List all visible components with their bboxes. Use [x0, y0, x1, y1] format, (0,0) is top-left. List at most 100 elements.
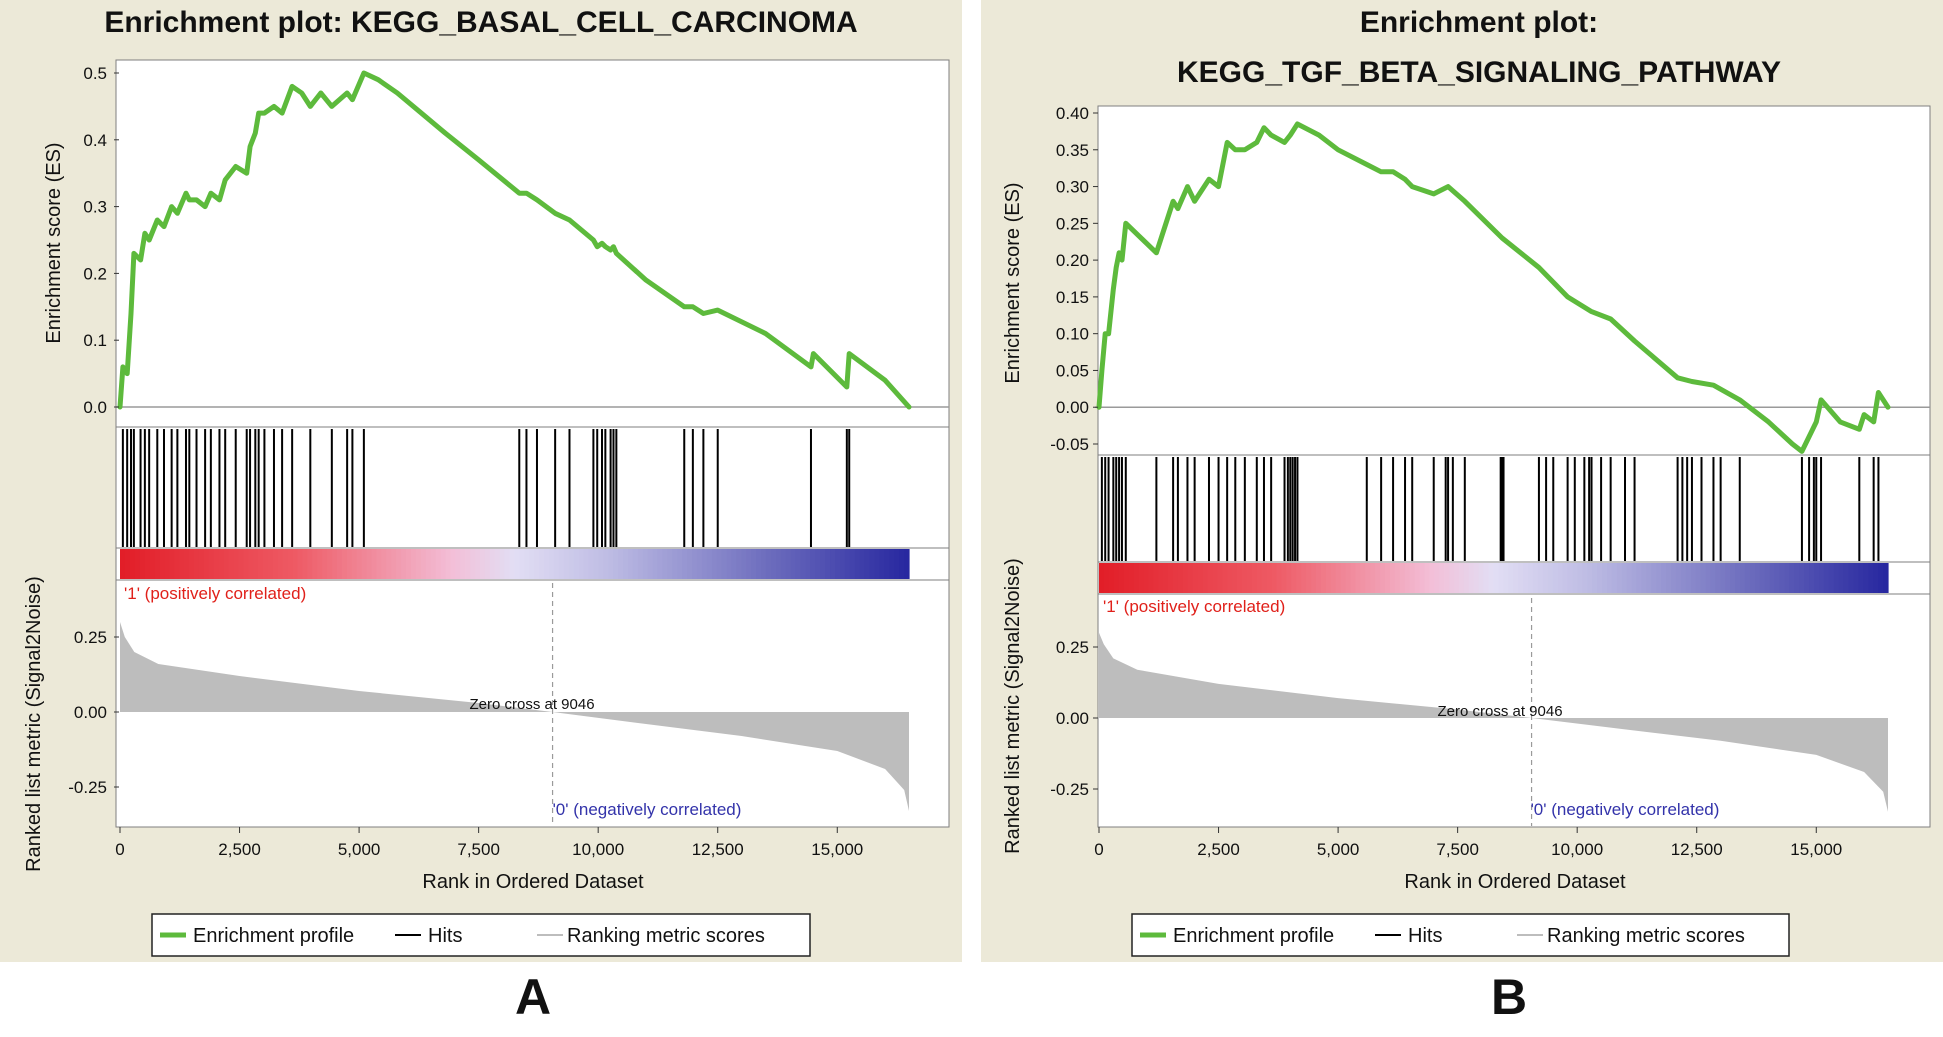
es-tick-label: 0.5: [83, 64, 107, 83]
heatmap-cell: [692, 549, 698, 579]
heatmap-cell: [317, 549, 323, 579]
heatmap-cell: [1207, 563, 1214, 593]
heatmap-cell: [494, 549, 501, 579]
heatmap-cell: [1740, 563, 1746, 593]
heatmap-cell: [1168, 563, 1174, 593]
x-tick-label: 5,000: [338, 840, 381, 859]
heatmap-cell: [1434, 563, 1440, 593]
heatmap-cell: [356, 549, 363, 579]
heatmap-cell: [1572, 563, 1578, 593]
heatmap-cell: [1848, 563, 1855, 593]
heatmap-cell: [1385, 563, 1391, 593]
heatmap-cell: [455, 549, 461, 579]
x-tick-label: 2,500: [218, 840, 261, 859]
heatmap-cell: [1754, 563, 1761, 593]
metric-area: [1099, 632, 1888, 812]
heatmap-cell: [1315, 563, 1322, 593]
metric-area: [120, 622, 909, 811]
heatmap-cell: [1759, 563, 1766, 593]
enrichment-profile: [117, 70, 912, 410]
heatmap-cell: [519, 549, 525, 579]
heatmap-cell: [1646, 563, 1652, 593]
heatmap-cell: [1611, 563, 1618, 593]
heatmap-cell: [1493, 563, 1500, 593]
heatmap-cell: [1562, 563, 1569, 593]
panel-label-b: B: [1491, 969, 1528, 1025]
heatmap-cell: [1764, 563, 1771, 593]
heatmap-cell: [238, 549, 244, 579]
x-axis-label: Rank in Ordered Dataset: [422, 871, 644, 893]
enrichment-profile: [1096, 121, 1891, 454]
heatmap-cell: [327, 549, 333, 579]
heatmap-cell: [1330, 563, 1337, 593]
chart-title-line-2: KEGG_TGF_BETA_SIGNALING_PATHWAY: [1177, 56, 1781, 89]
heatmap-cell: [1616, 563, 1623, 593]
heatmap-cell: [415, 549, 422, 579]
legend-hits-label: Hits: [428, 925, 462, 947]
heatmap-cell: [1133, 563, 1140, 593]
heatmap-cell: [1651, 563, 1657, 593]
heatmap-cell: [672, 549, 678, 579]
es-tick-label: 0.40: [1056, 104, 1089, 123]
heatmap-cell: [553, 549, 560, 579]
metric-axis-label: Ranked list metric (Signal2Noise): [23, 576, 45, 872]
heatmap-cell: [849, 549, 856, 579]
heatmap-cell: [203, 549, 210, 579]
metric-tick-label: -0.25: [1050, 780, 1089, 799]
heatmap-cell: [1360, 563, 1366, 593]
heatmap-cell: [1286, 563, 1292, 593]
x-tick-label: 5,000: [1317, 840, 1360, 859]
heatmap-cell: [351, 549, 358, 579]
heatmap-cell: [381, 549, 387, 579]
heatmap-cell: [1296, 563, 1302, 593]
heatmap-cell: [470, 549, 476, 579]
heatmap-cell: [1202, 563, 1209, 593]
heatmap-cell: [1661, 563, 1667, 593]
heatmap-cell: [662, 549, 668, 579]
heatmap-cell: [1814, 563, 1820, 593]
x-axis-label: Rank in Ordered Dataset: [1404, 871, 1626, 893]
heatmap-cell: [361, 549, 368, 579]
es-tick-label: 0.3: [83, 198, 107, 217]
heatmap-cell: [716, 549, 723, 579]
heatmap-cell: [1468, 563, 1475, 593]
heatmap-cell: [1587, 563, 1593, 593]
heatmap-cell: [627, 549, 634, 579]
heatmap-cell: [667, 549, 673, 579]
heatmap-cell: [1463, 563, 1470, 593]
ranking-metric: [120, 583, 909, 826]
heatmap-cell: [618, 549, 624, 579]
legend-metric-label: Ranking metric scores: [567, 925, 765, 947]
heatmap-cell: [1128, 563, 1135, 593]
heatmap-cell: [563, 549, 570, 579]
heatmap-cell: [534, 549, 540, 579]
heatmap-cell: [1099, 563, 1105, 593]
heatmap-cell: [386, 549, 392, 579]
heatmap-cell: [1276, 563, 1283, 593]
heatmap-cell: [820, 549, 826, 579]
heatmap-cell: [1547, 563, 1554, 593]
heatmap-cell: [874, 549, 881, 579]
heatmap-cell: [154, 549, 161, 579]
es-tick-label: 0.00: [1056, 398, 1089, 417]
heatmap-cell: [1823, 563, 1830, 593]
heatmap-cell: [1409, 563, 1416, 593]
heatmap-cell: [889, 549, 895, 579]
x-tick-label: 12,500: [692, 840, 744, 859]
heatmap-cell: [613, 549, 619, 579]
heatmap-cell: [159, 549, 165, 579]
zero-cross-label: Zero cross at 9046: [469, 696, 594, 713]
heatmap-cell: [1237, 563, 1243, 593]
heatmap-cell: [263, 549, 269, 579]
heatmap-cell: [1163, 563, 1169, 593]
heatmap-cell: [124, 549, 131, 579]
heatmap-cell: [1868, 563, 1874, 593]
heatmap-cell: [1878, 563, 1884, 593]
x-tick-label: 2,500: [1197, 840, 1240, 859]
heatmap-cell: [287, 549, 294, 579]
heatmap-cell: [696, 549, 703, 579]
heatmap-cell: [228, 549, 235, 579]
heatmap-cell: [1700, 563, 1707, 593]
heatmap-cell: [1108, 563, 1115, 593]
es-tick-label: 0.10: [1056, 325, 1089, 344]
